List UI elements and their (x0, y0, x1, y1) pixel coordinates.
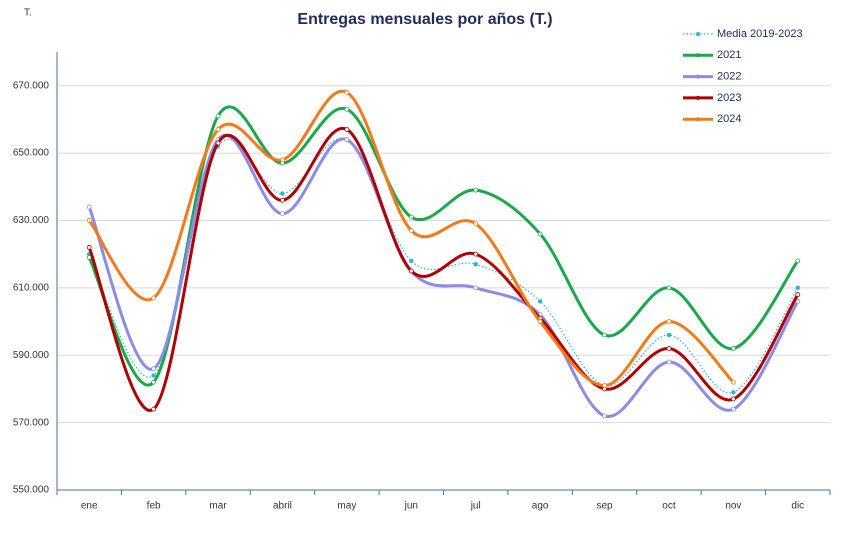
point (473, 251, 479, 257)
chart-title: Entregas mensuales por años (T.) (297, 11, 552, 28)
x-tick-label: oct (662, 501, 676, 512)
x-tick-label: nov (725, 501, 741, 512)
point (151, 366, 157, 372)
y-tick-label: 630.000 (13, 215, 50, 226)
point (795, 258, 801, 264)
x-tick-label: abril (273, 501, 292, 512)
legend-label: Media 2019-2023 (717, 28, 803, 40)
series-line (87, 134, 800, 418)
point (666, 332, 672, 338)
legend-label: 2023 (717, 92, 741, 104)
x-tick-label: ago (532, 501, 549, 512)
point (666, 346, 672, 351)
x-tick-label: may (337, 501, 356, 512)
point (666, 319, 672, 324)
point (730, 396, 736, 402)
legend-label: 2022 (717, 71, 741, 83)
point (537, 319, 543, 324)
point (344, 106, 350, 112)
point (730, 379, 736, 385)
point (280, 211, 285, 217)
point (344, 137, 350, 143)
x-tick-label: dic (791, 501, 804, 512)
x-tick-label: jun (404, 501, 418, 512)
point (473, 262, 478, 267)
x-tick-label: sep (596, 501, 613, 512)
point (151, 406, 157, 412)
point (409, 258, 414, 264)
point (537, 299, 543, 304)
point (731, 390, 736, 395)
point (408, 268, 414, 274)
legend-marker (696, 74, 700, 79)
unit-label: T. (24, 8, 32, 19)
point (86, 204, 92, 210)
point (473, 187, 479, 193)
legend-marker (696, 95, 700, 100)
point (408, 214, 414, 220)
y-tick-label: 670.000 (13, 80, 50, 91)
point (795, 292, 801, 297)
x-tick-label: feb (147, 501, 161, 512)
point (408, 228, 414, 233)
point (795, 298, 801, 304)
point (215, 140, 221, 146)
y-tick-label: 590.000 (13, 350, 50, 361)
point (215, 113, 221, 119)
y-tick-label: 650.000 (13, 148, 50, 159)
point (151, 295, 157, 301)
point (666, 359, 672, 365)
point (473, 221, 479, 227)
point (215, 127, 221, 132)
point (344, 90, 350, 95)
point (795, 285, 800, 291)
point (666, 285, 672, 291)
legend-marker (696, 117, 700, 122)
legend-marker (696, 32, 700, 36)
point (730, 406, 736, 412)
legend-label: 2021 (717, 49, 741, 61)
y-tick-label: 570.000 (13, 417, 50, 428)
point (280, 197, 285, 203)
point (602, 413, 607, 419)
series-line (88, 89, 735, 388)
x-tick-label: ene (81, 501, 98, 512)
point (602, 383, 607, 388)
point (151, 373, 156, 378)
legend-marker (696, 53, 700, 58)
x-tick-label: mar (209, 501, 227, 512)
series-line (87, 126, 800, 412)
y-tick-label: 550.000 (13, 485, 50, 496)
point (86, 218, 92, 223)
point (730, 346, 736, 351)
legend-label: 2024 (717, 113, 741, 125)
point (602, 332, 607, 338)
x-tick-label: jul (470, 501, 481, 512)
point (344, 127, 350, 132)
point (86, 245, 92, 250)
point (151, 379, 157, 385)
series-line (87, 105, 800, 387)
point (537, 231, 543, 237)
point (473, 285, 479, 291)
y-tick-label: 610.000 (13, 282, 50, 293)
point (280, 191, 285, 196)
point (280, 157, 285, 163)
